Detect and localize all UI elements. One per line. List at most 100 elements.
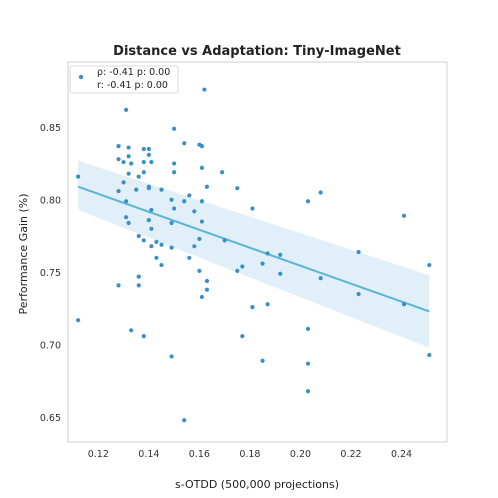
data-point <box>356 249 361 255</box>
data-point <box>149 159 154 165</box>
confidence-band <box>78 160 430 348</box>
data-point <box>76 318 81 323</box>
data-point <box>159 262 164 268</box>
legend-line-2: r: -0.41 p: 0.00 <box>97 80 168 91</box>
data-point <box>305 389 311 394</box>
chart-title: Distance vs Adaptation: Tiny-ImageNet <box>113 44 401 59</box>
data-point <box>116 188 121 194</box>
data-point <box>197 268 202 273</box>
data-point <box>204 278 210 284</box>
data-point <box>149 244 154 249</box>
data-point <box>187 193 192 198</box>
y-axis-label: Performance Gain (%) <box>17 193 30 314</box>
data-point <box>204 184 210 189</box>
y-tick-label: 0.75 <box>40 268 61 279</box>
data-point <box>129 328 134 333</box>
y-tick-label: 0.65 <box>40 413 61 424</box>
data-point <box>235 268 240 273</box>
data-point <box>141 170 146 175</box>
data-point <box>278 252 283 258</box>
plot-frame <box>67 61 448 443</box>
data-point <box>220 170 225 175</box>
data-point <box>141 159 146 165</box>
data-point <box>182 418 187 423</box>
x-tick-label: 0.18 <box>239 449 260 460</box>
data-point <box>250 206 255 211</box>
regression-line <box>77 185 430 313</box>
data-point <box>149 207 154 213</box>
data-point <box>126 145 131 150</box>
data-point <box>169 220 174 226</box>
data-point <box>187 255 192 260</box>
data-point <box>172 161 177 166</box>
data-point <box>401 302 407 307</box>
data-point <box>129 161 134 166</box>
data-point <box>116 283 121 288</box>
data-points <box>76 87 432 423</box>
data-point <box>197 236 202 242</box>
data-point <box>136 233 141 239</box>
x-tick-label: 0.22 <box>340 449 361 460</box>
data-point <box>121 180 126 185</box>
data-point <box>305 199 311 204</box>
data-point <box>136 283 141 288</box>
data-point <box>182 199 187 204</box>
legend-line-1: ρ: -0.41 p: 0.00 <box>97 67 170 78</box>
data-point <box>159 242 164 247</box>
data-point <box>124 199 129 204</box>
data-point <box>141 334 146 339</box>
data-point <box>136 174 141 179</box>
legend: ρ: -0.41 p: 0.00 r: -0.41 p: 0.00 <box>69 65 179 94</box>
data-point <box>356 291 361 297</box>
y-tick-label: 0.80 <box>40 195 61 206</box>
data-point <box>126 220 131 226</box>
data-point <box>169 197 174 202</box>
x-tick-label: 0.24 <box>391 449 412 460</box>
data-point <box>182 141 187 146</box>
data-point <box>427 352 432 358</box>
data-point <box>146 152 151 157</box>
data-point <box>199 199 205 204</box>
data-point <box>154 239 159 244</box>
data-point <box>116 144 121 149</box>
x-axis-ticks: 0.12 0.14 0.16 0.18 0.20 0.22 0.24 <box>88 449 412 460</box>
data-point <box>204 287 210 292</box>
data-point <box>260 358 265 363</box>
data-point <box>169 245 174 250</box>
data-point <box>124 107 129 112</box>
data-point <box>136 274 141 279</box>
data-point <box>401 213 407 218</box>
data-point <box>202 87 207 92</box>
data-point <box>146 186 151 191</box>
y-axis-ticks: 0.65 0.70 0.75 0.80 0.85 <box>40 123 61 424</box>
x-tick-label: 0.12 <box>88 449 109 460</box>
x-tick-label: 0.14 <box>138 449 159 460</box>
data-point <box>159 187 164 192</box>
y-tick-label: 0.70 <box>40 340 61 351</box>
data-point <box>141 146 146 152</box>
data-point <box>265 302 270 307</box>
data-point <box>154 255 159 260</box>
x-tick-label: 0.20 <box>290 449 311 460</box>
data-point <box>172 126 177 131</box>
data-point <box>192 209 197 214</box>
legend-box <box>69 65 179 94</box>
data-point <box>172 170 177 175</box>
data-point <box>172 206 177 211</box>
data-point <box>427 262 432 268</box>
data-point <box>235 186 240 191</box>
data-point <box>192 244 197 249</box>
x-tick-label: 0.16 <box>189 449 210 460</box>
data-point <box>240 264 245 269</box>
data-point <box>240 334 245 339</box>
data-point <box>126 171 131 176</box>
plot-area <box>67 61 448 443</box>
data-point <box>141 238 146 243</box>
data-point <box>149 226 154 231</box>
data-point <box>278 271 283 276</box>
data-point <box>199 165 205 170</box>
y-tick-label: 0.85 <box>40 123 61 134</box>
data-point <box>222 238 227 243</box>
x-axis-label: s-OTDD (500,000 projections) <box>175 478 339 491</box>
